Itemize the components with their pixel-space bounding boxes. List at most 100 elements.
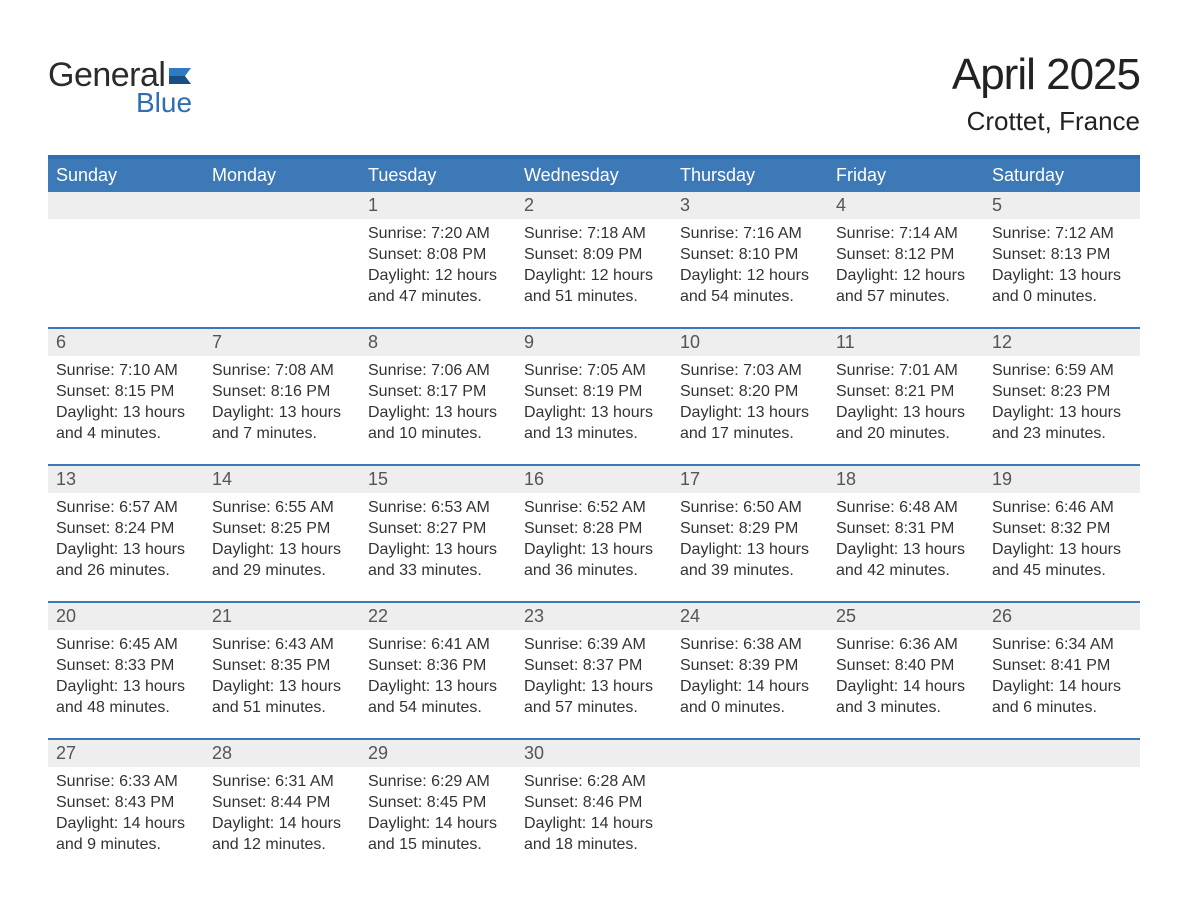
day-detail-line: and 13 minutes. [524, 423, 664, 444]
day-number: 3 [672, 192, 828, 219]
weekday-header: Saturday [984, 159, 1140, 192]
day-detail-line: Daylight: 13 hours [524, 539, 664, 560]
day-detail-line: and 51 minutes. [212, 697, 352, 718]
day-number: 10 [672, 329, 828, 356]
day-detail-line: Sunset: 8:08 PM [368, 244, 508, 265]
day-detail-line: Daylight: 13 hours [680, 402, 820, 423]
day-detail-line: Sunrise: 7:03 AM [680, 360, 820, 381]
day-detail-line: Sunset: 8:27 PM [368, 518, 508, 539]
day-detail [672, 767, 828, 875]
day-detail-line: Sunrise: 6:48 AM [836, 497, 976, 518]
day-number: 6 [48, 329, 204, 356]
day-number: 2 [516, 192, 672, 219]
day-detail-line: Sunrise: 7:20 AM [368, 223, 508, 244]
day-detail-line: Daylight: 13 hours [212, 402, 352, 423]
day-detail-line: and 0 minutes. [680, 697, 820, 718]
day-detail [204, 219, 360, 327]
day-detail-line: and 12 minutes. [212, 834, 352, 855]
day-detail-line: and 0 minutes. [992, 286, 1132, 307]
day-detail: Sunrise: 6:48 AMSunset: 8:31 PMDaylight:… [828, 493, 984, 601]
day-detail-line: Sunrise: 6:38 AM [680, 634, 820, 655]
day-detail-line: Sunset: 8:12 PM [836, 244, 976, 265]
day-number [672, 740, 828, 767]
day-detail: Sunrise: 6:55 AMSunset: 8:25 PMDaylight:… [204, 493, 360, 601]
day-number-row: 20212223242526 [48, 603, 1140, 630]
day-body-row: Sunrise: 6:45 AMSunset: 8:33 PMDaylight:… [48, 630, 1140, 738]
day-detail-line: and 54 minutes. [368, 697, 508, 718]
day-detail-line: and 42 minutes. [836, 560, 976, 581]
day-detail: Sunrise: 6:41 AMSunset: 8:36 PMDaylight:… [360, 630, 516, 738]
day-number: 18 [828, 466, 984, 493]
day-number: 1 [360, 192, 516, 219]
day-detail-line: Daylight: 12 hours [524, 265, 664, 286]
day-detail-line: and 23 minutes. [992, 423, 1132, 444]
day-number: 22 [360, 603, 516, 630]
day-number: 9 [516, 329, 672, 356]
day-detail-line: and 57 minutes. [524, 697, 664, 718]
day-number: 4 [828, 192, 984, 219]
day-number: 14 [204, 466, 360, 493]
day-detail-line: Sunset: 8:20 PM [680, 381, 820, 402]
day-number: 15 [360, 466, 516, 493]
day-detail-line: Sunrise: 7:18 AM [524, 223, 664, 244]
day-detail-line: Sunrise: 6:39 AM [524, 634, 664, 655]
day-detail-line: Sunrise: 7:16 AM [680, 223, 820, 244]
day-detail-line: Sunrise: 6:43 AM [212, 634, 352, 655]
day-detail-line: Sunrise: 6:53 AM [368, 497, 508, 518]
day-detail: Sunrise: 6:46 AMSunset: 8:32 PMDaylight:… [984, 493, 1140, 601]
day-detail [828, 767, 984, 875]
day-detail: Sunrise: 6:28 AMSunset: 8:46 PMDaylight:… [516, 767, 672, 875]
day-detail-line: Sunrise: 7:08 AM [212, 360, 352, 381]
weekday-header: Friday [828, 159, 984, 192]
day-detail: Sunrise: 7:10 AMSunset: 8:15 PMDaylight:… [48, 356, 204, 464]
day-detail-line: Daylight: 14 hours [212, 813, 352, 834]
day-detail-line: Sunrise: 7:10 AM [56, 360, 196, 381]
day-body-row: Sunrise: 6:33 AMSunset: 8:43 PMDaylight:… [48, 767, 1140, 875]
day-detail: Sunrise: 7:14 AMSunset: 8:12 PMDaylight:… [828, 219, 984, 327]
day-detail-line: and 17 minutes. [680, 423, 820, 444]
day-detail-line: Daylight: 13 hours [212, 539, 352, 560]
day-detail-line: Daylight: 13 hours [992, 539, 1132, 560]
day-detail-line: Sunset: 8:09 PM [524, 244, 664, 265]
day-number: 20 [48, 603, 204, 630]
day-detail-line: Daylight: 12 hours [368, 265, 508, 286]
day-detail-line: and 33 minutes. [368, 560, 508, 581]
day-detail-line: Daylight: 14 hours [836, 676, 976, 697]
day-detail-line: Daylight: 14 hours [680, 676, 820, 697]
day-detail-line: Sunrise: 6:29 AM [368, 771, 508, 792]
day-number: 29 [360, 740, 516, 767]
day-detail: Sunrise: 6:43 AMSunset: 8:35 PMDaylight:… [204, 630, 360, 738]
day-detail-line: Sunrise: 6:31 AM [212, 771, 352, 792]
day-detail-line: and 54 minutes. [680, 286, 820, 307]
day-detail-line: Sunrise: 7:14 AM [836, 223, 976, 244]
day-detail: Sunrise: 6:45 AMSunset: 8:33 PMDaylight:… [48, 630, 204, 738]
calendar-week: 20212223242526Sunrise: 6:45 AMSunset: 8:… [48, 601, 1140, 738]
day-detail: Sunrise: 7:06 AMSunset: 8:17 PMDaylight:… [360, 356, 516, 464]
day-detail-line: Daylight: 13 hours [524, 676, 664, 697]
day-detail-line: and 29 minutes. [212, 560, 352, 581]
day-detail: Sunrise: 7:18 AMSunset: 8:09 PMDaylight:… [516, 219, 672, 327]
day-detail: Sunrise: 6:34 AMSunset: 8:41 PMDaylight:… [984, 630, 1140, 738]
day-detail-line: Daylight: 13 hours [56, 676, 196, 697]
weekday-header: Wednesday [516, 159, 672, 192]
day-detail-line: Sunrise: 6:59 AM [992, 360, 1132, 381]
day-detail-line: Sunset: 8:36 PM [368, 655, 508, 676]
day-detail [48, 219, 204, 327]
day-detail: Sunrise: 7:03 AMSunset: 8:20 PMDaylight:… [672, 356, 828, 464]
day-detail: Sunrise: 6:33 AMSunset: 8:43 PMDaylight:… [48, 767, 204, 875]
day-detail: Sunrise: 6:39 AMSunset: 8:37 PMDaylight:… [516, 630, 672, 738]
day-number: 11 [828, 329, 984, 356]
day-detail-line: Sunset: 8:46 PM [524, 792, 664, 813]
day-detail-line: Daylight: 13 hours [368, 402, 508, 423]
day-detail-line: and 26 minutes. [56, 560, 196, 581]
day-detail-line: Sunset: 8:21 PM [836, 381, 976, 402]
day-detail-line: Daylight: 13 hours [992, 402, 1132, 423]
day-detail-line: Sunset: 8:37 PM [524, 655, 664, 676]
day-detail-line: Sunrise: 6:28 AM [524, 771, 664, 792]
day-detail-line: Sunset: 8:25 PM [212, 518, 352, 539]
day-detail-line: Sunset: 8:39 PM [680, 655, 820, 676]
month-title: April 2025 [952, 50, 1140, 100]
day-detail-line: Daylight: 13 hours [56, 539, 196, 560]
day-detail-line: and 45 minutes. [992, 560, 1132, 581]
calendar-week: 27282930Sunrise: 6:33 AMSunset: 8:43 PMD… [48, 738, 1140, 875]
